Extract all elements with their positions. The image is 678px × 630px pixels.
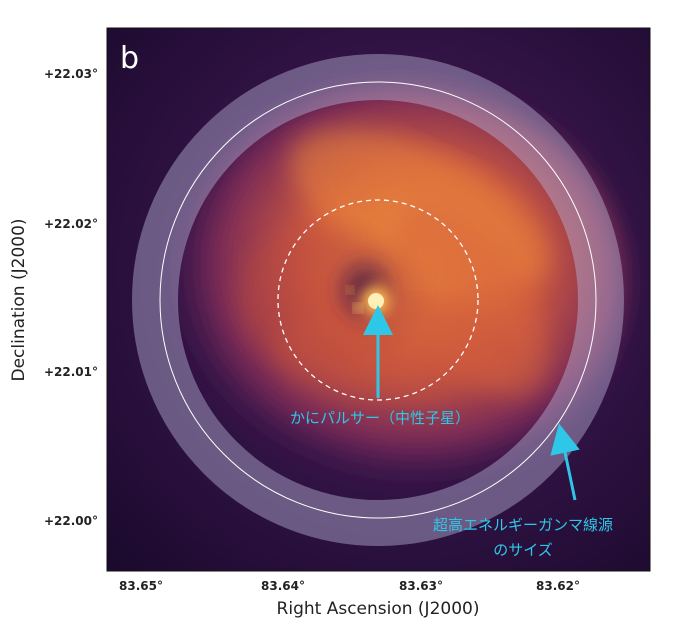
gamma-source-label-line2: のサイズ (493, 541, 553, 559)
inner-dashed-circle (277, 199, 479, 401)
y-axis: +22.03° +22.02° +22.01° +22.00° Declinat… (9, 67, 98, 528)
pulsar-point (368, 293, 384, 309)
y-tick-label: +22.00° (44, 514, 98, 528)
gamma-source-label-line1: 超高エネルギーガンマ線源 (433, 516, 613, 534)
gamma-source-size-circle (159, 81, 597, 519)
panel-letter: b (120, 41, 139, 76)
nebula-image (107, 28, 650, 571)
x-tick-label: 83.65° (119, 579, 163, 593)
plot-frame (106, 27, 651, 572)
x-axis: 83.65° 83.64° 83.63° 83.62° Right Ascens… (119, 579, 580, 619)
gamma-source-arrow (550, 423, 580, 501)
y-axis-label: Declination (J2000) (9, 218, 29, 381)
y-tick-label: +22.01° (44, 365, 98, 379)
x-axis-label: Right Ascension (J2000) (277, 599, 480, 619)
y-tick-label: +22.03° (44, 67, 98, 81)
x-tick-label: 83.62° (536, 579, 580, 593)
x-tick-label: 83.63° (399, 579, 443, 593)
pulsar-label: かにパルサー（中性子星） (290, 409, 470, 427)
y-tick-label: +22.02° (44, 217, 98, 231)
gamma-source-size-ring (132, 54, 624, 546)
x-tick-label: 83.64° (261, 579, 305, 593)
